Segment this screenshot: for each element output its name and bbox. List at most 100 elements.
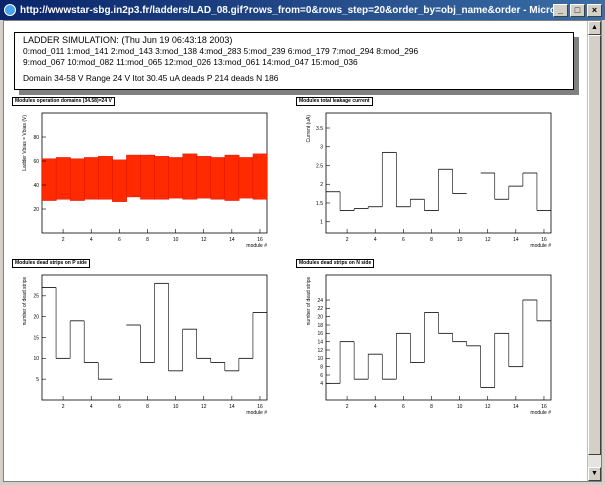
dead-strips-p-chart: 5 10 15 20 25 2 4 6 8 10 12 14 16 module # number of d…	[12, 259, 282, 424]
x-tick-label: 2	[346, 237, 349, 243]
modules-line-2: 9:mod_067 10:mod_082 11:mod_065 12:mod_0…	[23, 57, 358, 67]
maximize-button[interactable]: □	[570, 3, 585, 17]
domain-bar	[98, 156, 113, 200]
domain-bar	[252, 153, 268, 200]
title-bar[interactable]: http://wwwstar-sbg.in2p3.fr/ladders/LAD_…	[0, 0, 605, 20]
domain-bar	[41, 158, 57, 201]
chart-title: Modules operation domains (34.58)=24 V	[12, 97, 115, 106]
domain-bar	[238, 157, 254, 199]
x-tick-label: 14	[513, 404, 519, 410]
x-tick-label: 8	[146, 404, 149, 410]
y-tick-label: 80	[33, 135, 39, 141]
y-tick-label: 24	[317, 298, 323, 304]
domain-bar	[224, 154, 240, 201]
ie-icon	[4, 4, 16, 16]
chart-title: Modules dead strips on N side	[296, 259, 375, 268]
x-tick-label: 6	[118, 237, 121, 243]
operation-domains-chart: 20 40 60 80 2 4 6 8 10 12 14 16 module # Ladder Vbias…	[12, 97, 282, 257]
y-tick-label: 10	[317, 356, 323, 362]
x-tick-label: 16	[541, 237, 547, 243]
y-tick-label: 5	[36, 377, 39, 383]
y-axis-label: Current (uA)	[306, 115, 312, 143]
chart-title: Modules total leakage current	[296, 97, 373, 106]
x-tick-label: 12	[485, 404, 491, 410]
scroll-down-button[interactable]: ▼	[588, 467, 601, 481]
y-tick-label: 40	[33, 183, 39, 189]
domain-bar	[126, 154, 141, 198]
x-tick-label: 2	[346, 404, 349, 410]
y-axis-label: Ladder Vbias = Vbias (V)	[22, 115, 28, 171]
y-tick-label: 15	[33, 335, 39, 341]
plot-frame	[325, 274, 552, 401]
modules-line-1: 0:mod_011 1:mod_141 2:mod_143 3:mod_138 …	[23, 46, 419, 56]
scroll-thumb[interactable]	[588, 35, 601, 455]
domain-bar	[69, 158, 85, 201]
y-axis-label: number of dead strips	[306, 277, 312, 326]
y-tick-label: 10	[33, 356, 39, 362]
y-tick-label: 1.5	[316, 201, 323, 207]
x-tick-label: 8	[430, 404, 433, 410]
y-tick-label: 12	[317, 348, 323, 354]
leakage-current-chart: 1 1.5 2 2.5 3 3.5 2 4 6 8 10 12 14 16 module # Current …	[296, 97, 566, 257]
x-tick-label: 10	[457, 237, 463, 243]
x-tick-label: 4	[90, 404, 93, 410]
y-tick-label: 20	[33, 314, 39, 320]
domain-bar	[210, 157, 226, 200]
x-tick-label: 2	[62, 404, 65, 410]
header-title: LADDER SIMULATION: (Thu Jun 19 06:43:18 …	[23, 35, 233, 45]
plot-frame	[325, 112, 552, 234]
x-tick-label: 10	[173, 237, 179, 243]
x-tick-label: 6	[402, 237, 405, 243]
x-tick-label: 12	[201, 237, 207, 243]
scroll-up-button[interactable]: ▲	[588, 21, 601, 35]
summary-line: Domain 34-58 V Range 24 V Itot 30.45 uA …	[23, 73, 279, 83]
y-tick-label: 3	[320, 145, 323, 151]
domain-bar	[55, 157, 71, 200]
x-tick-label: 8	[430, 237, 433, 243]
vertical-scrollbar[interactable]: ▲ ▼	[587, 21, 601, 481]
y-tick-label: 2.5	[316, 163, 323, 169]
domain-bar	[168, 157, 184, 199]
x-axis-label: module #	[246, 243, 267, 249]
y-tick-label: 60	[33, 159, 39, 165]
x-axis-label: module #	[246, 410, 267, 416]
y-axis-label: number of dead strips	[22, 277, 28, 326]
x-tick-label: 6	[402, 404, 405, 410]
domain-bar	[154, 156, 170, 200]
x-tick-label: 12	[201, 404, 207, 410]
x-axis-label: module #	[530, 243, 551, 249]
domain-bar	[140, 154, 156, 200]
x-tick-label: 12	[485, 237, 491, 243]
page-content: LADDER SIMULATION: (Thu Jun 19 06:43:18 …	[3, 20, 602, 482]
x-tick-label: 10	[457, 404, 463, 410]
x-tick-label: 16	[541, 404, 547, 410]
y-tick-label: 3.5	[316, 126, 323, 132]
x-tick-label: 14	[513, 237, 519, 243]
minimize-button[interactable]: _	[553, 3, 568, 17]
y-tick-label: 18	[317, 323, 323, 329]
window-title: http://wwwstar-sbg.in2p3.fr/ladders/LAD_…	[20, 4, 553, 16]
y-tick-label: 20	[317, 314, 323, 320]
chart-title: Modules dead strips on P side	[12, 259, 90, 268]
x-tick-label: 4	[374, 237, 377, 243]
x-tick-label: 4	[90, 237, 93, 243]
y-tick-label: 1	[320, 220, 323, 226]
close-button[interactable]: ×	[587, 3, 602, 17]
x-tick-label: 10	[173, 404, 179, 410]
domain-bar	[182, 153, 198, 200]
simulation-header: LADDER SIMULATION: (Thu Jun 19 06:43:18 …	[14, 32, 574, 90]
x-tick-label: 4	[374, 404, 377, 410]
x-tick-label: 16	[257, 237, 263, 243]
y-tick-label: 4	[320, 381, 323, 387]
domain-bar	[112, 159, 127, 202]
domain-bar	[84, 157, 99, 200]
domain-bar	[196, 156, 212, 199]
y-tick-label: 25	[33, 294, 39, 300]
y-tick-label: 8	[320, 364, 323, 370]
y-tick-label: 16	[317, 331, 323, 337]
x-tick-label: 16	[257, 404, 263, 410]
y-tick-label: 14	[317, 339, 323, 345]
